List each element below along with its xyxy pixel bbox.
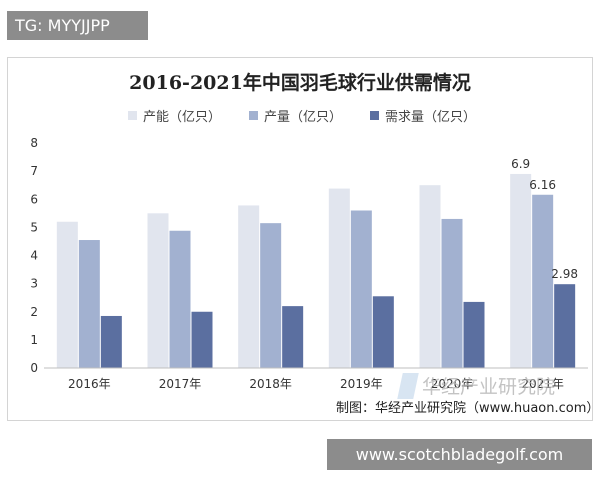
y-tick-label: 4 [30,249,38,263]
y-tick-label: 2 [30,305,38,319]
legend-item-capacity: 产能（亿只） [128,106,221,125]
bar [238,205,260,368]
legend-swatch-capacity [128,110,137,120]
watermark-logo-icon [397,372,419,399]
bar [260,223,282,368]
y-tick-label: 0 [30,361,38,375]
legend-label-output: 产量（亿只） [264,109,343,125]
y-tick-label: 5 [30,220,38,234]
x-tick-label: 2019年 [340,377,383,391]
overlay-tag: TG: MYYJJPP [7,11,148,40]
bar [554,284,576,368]
data-label: 6.16 [529,178,556,192]
bar [191,311,213,368]
y-tick-label: 8 [30,136,38,150]
bar [532,194,554,368]
bar [328,188,350,368]
data-label: 6.9 [511,157,530,171]
y-tick-label: 3 [30,277,38,291]
legend-label-demand: 需求量（亿只） [385,109,477,125]
bar [372,296,394,368]
bar [350,210,372,368]
bar [441,218,463,368]
y-tick-label: 7 [30,164,38,178]
bar [100,315,122,368]
data-label: 2.98 [551,267,578,281]
x-tick-label: 2021年 [521,377,564,391]
x-tick-label: 2020年 [431,377,474,391]
bar [282,306,304,368]
legend-label-capacity: 产能（亿只） [143,109,222,125]
watermark: 华经产业研究院 [397,372,556,399]
bar [419,185,441,368]
bar [510,173,532,368]
chart-title: 2016-2021年中国羽毛球行业供需情况 [129,72,471,94]
legend-swatch-output [249,110,259,120]
legend-swatch-demand [370,110,380,120]
chart-legend: 产能（亿只） 产量（亿只） 需求量（亿只） [128,106,504,125]
bar [169,230,191,368]
y-tick-label: 1 [30,333,38,347]
bar [147,213,169,368]
x-tick-label: 2016年 [68,377,111,391]
source-note: 制图：华经产业研究院（www.huaon.com） [336,401,600,416]
bar [56,221,78,368]
legend-item-demand: 需求量（亿只） [370,106,476,125]
x-tick-label: 2018年 [249,377,292,391]
legend-item-output: 产量（亿只） [249,106,342,125]
x-tick-label: 2017年 [159,377,202,391]
site-caption: www.scotchbladegolf.com [327,439,592,470]
bar [78,240,100,368]
watermark-text: 华经产业研究院 [422,376,556,398]
bar [463,301,485,368]
y-tick-label: 6 [30,192,38,206]
